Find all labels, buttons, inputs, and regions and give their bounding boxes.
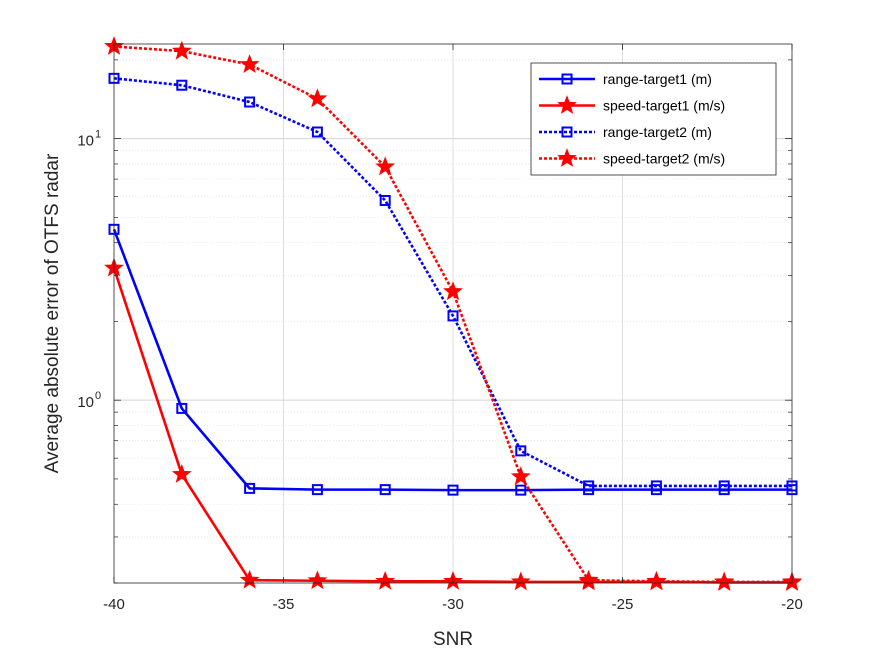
data-point <box>650 480 662 492</box>
data-point <box>239 569 260 589</box>
data-point <box>244 482 256 494</box>
x-tick-label: -35 <box>273 596 295 613</box>
legend-item: speed-target1 (m/s) <box>539 95 725 114</box>
series-range-target2-m- <box>108 72 798 492</box>
data-point <box>171 464 192 483</box>
y-tick-label-base: 10 <box>77 133 94 150</box>
series-line <box>112 228 792 492</box>
data-point <box>244 96 256 108</box>
data-point <box>646 570 667 590</box>
data-point <box>515 484 527 496</box>
data-point <box>171 40 192 60</box>
legend-label: speed-target2 (m/s) <box>603 151 725 167</box>
data-point <box>447 484 459 496</box>
series-line <box>113 77 792 488</box>
data-point <box>578 569 599 589</box>
legend-label: range-target2 (m) <box>603 124 712 140</box>
legend-label: speed-target1 (m/s) <box>603 98 725 114</box>
x-tick-label: -25 <box>612 596 634 613</box>
data-point <box>718 480 730 492</box>
legend: range-target1 (m) speed-target1 (m/s) rang… <box>530 62 777 176</box>
data-point <box>375 156 396 176</box>
data-point <box>307 88 328 108</box>
data-point <box>176 402 188 414</box>
data-point <box>510 571 531 591</box>
legend-marker <box>557 95 577 114</box>
legend-item: speed-target2 (m/s) <box>539 148 725 167</box>
series-layer <box>104 36 802 591</box>
x-tick-label: -40 <box>103 596 125 613</box>
data-point <box>379 194 391 206</box>
data-point <box>239 54 260 73</box>
grid <box>114 44 792 584</box>
data-point <box>447 310 459 322</box>
data-point <box>176 79 188 91</box>
x-axis-title: SNR <box>433 629 473 650</box>
y-tick-label-exponent: 1 <box>95 129 101 141</box>
data-point <box>311 484 323 496</box>
legend-marker <box>561 73 573 85</box>
y-tick-label: 10 1 <box>77 129 101 150</box>
legend-item: range-target2 (m) <box>539 124 712 140</box>
legend-label: range-target1 (m) <box>603 71 712 87</box>
data-point <box>515 445 527 457</box>
data-point <box>443 281 463 301</box>
data-point <box>375 570 396 590</box>
data-point <box>311 126 323 138</box>
y-tick-label-base: 10 <box>77 394 94 411</box>
legend-item: range-target1 (m) <box>539 71 712 87</box>
y-tick-label: 10 0 <box>77 390 101 411</box>
data-point <box>307 570 328 590</box>
data-point <box>714 571 735 591</box>
x-tick-label: -20 <box>781 596 803 613</box>
y-tick-label-exponent: 0 <box>95 390 101 402</box>
x-tick-labels: -40 -35 -30 -25 -20 <box>103 596 803 613</box>
y-axis-title: Average absolute error of OTFS radar <box>42 153 63 473</box>
x-tick-label: -30 <box>442 596 464 613</box>
data-point <box>583 480 595 492</box>
data-point <box>510 466 531 486</box>
ticks <box>113 44 793 584</box>
data-point <box>379 484 391 496</box>
legend-marker <box>557 148 577 167</box>
legend-marker <box>561 126 573 138</box>
